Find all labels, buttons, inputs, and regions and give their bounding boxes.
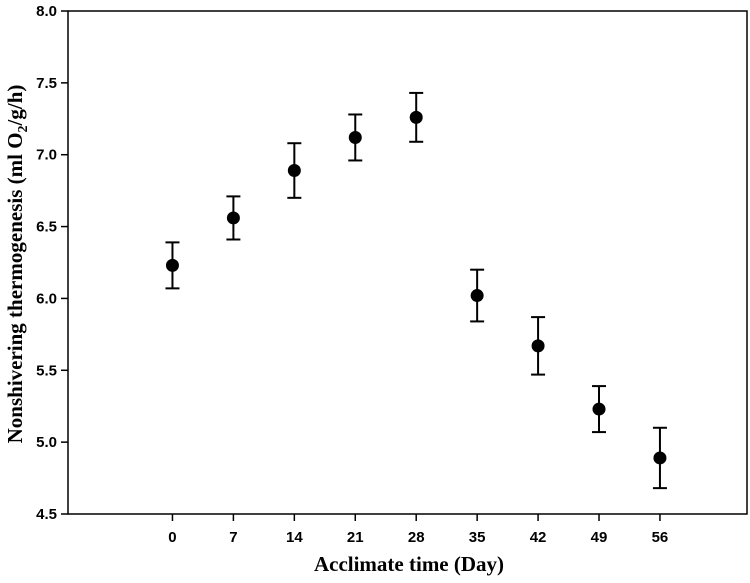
y-tick-label: 5.5	[36, 362, 57, 379]
x-tick-label: 0	[168, 529, 176, 546]
data-point	[287, 164, 301, 178]
y-axis-title-main: Nonshivering thermogenesis (ml O	[3, 132, 27, 443]
axes	[61, 10, 748, 521]
x-tick-label: 28	[408, 529, 425, 546]
y-tick-label: 6.0	[36, 290, 57, 307]
data-points	[165, 110, 667, 465]
x-tick-label: 49	[591, 529, 608, 546]
x-axis-title: Acclimate time (Day)	[314, 552, 504, 576]
tick-labels: 4.5 5.0 5.5 6.0 6.5 7.0 7.5 8.0 0 7 14 21 28 35 42 49 56	[36, 3, 668, 546]
x-tick-label: 42	[530, 529, 547, 546]
data-point	[348, 130, 362, 144]
x-tick-label: 21	[347, 529, 364, 546]
y-axis-title-subscript: 2	[16, 125, 31, 132]
y-tick-label: 7.0	[36, 147, 57, 164]
plot-frame	[67, 10, 748, 515]
data-point	[165, 258, 179, 272]
data-point	[409, 110, 423, 124]
y-tick-label: 8.0	[36, 3, 57, 20]
x-tick-label: 35	[469, 529, 486, 546]
data-point	[470, 289, 484, 303]
y-tick-label: 7.5	[36, 75, 57, 92]
x-tick-label: 14	[286, 529, 303, 546]
data-point	[592, 402, 606, 416]
x-tick-label: 7	[229, 529, 237, 546]
data-point	[653, 451, 667, 465]
y-tick-label: 6.5	[36, 219, 57, 236]
y-tick-label: 5.0	[36, 434, 57, 451]
error-bars	[165, 91, 667, 490]
y-axis-title-tail: /g/h)	[3, 85, 27, 127]
data-point	[531, 339, 545, 353]
x-tick-label: 56	[652, 529, 669, 546]
y-axis-title: Nonshivering thermogenesis (ml O2/g/h)	[3, 85, 31, 444]
y-tick-label: 4.5	[36, 506, 57, 523]
data-point	[226, 211, 240, 225]
